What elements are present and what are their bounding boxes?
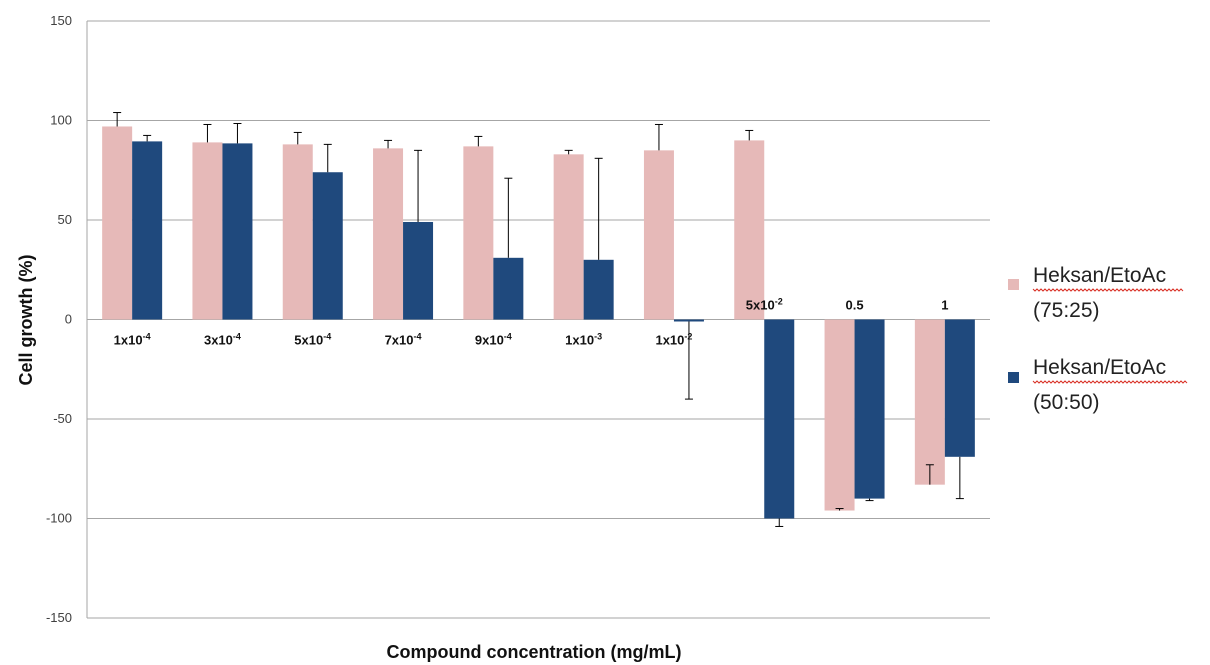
category-label: 7x10-4 (385, 332, 422, 348)
spellcheck-underline-1 (1032, 288, 1184, 292)
legend-label-series-1-line1: Heksan/EtoAc (1033, 264, 1166, 287)
bar-series-2 (312, 172, 343, 320)
category-label: 1x10-4 (114, 332, 151, 348)
bar-series-2 (493, 257, 524, 320)
category-labels: 1x10-4 3x10-4 5x10-4 7x10-4 9x10-4 1x10-3 1x10… (114, 297, 949, 348)
legend-label-series-2-line1: Heksan/EtoAc (1033, 356, 1166, 379)
bar-series-1 (553, 154, 584, 320)
category-label: 1x10-3 (565, 332, 602, 348)
bar-series-2 (132, 141, 163, 320)
bar-series-1 (373, 148, 404, 320)
category-label: 0.5 (846, 298, 864, 313)
y-axis-title: Cell growth (%) (16, 255, 36, 386)
bar-series-2 (583, 259, 614, 320)
bar-series-2 (944, 319, 975, 457)
y-axis-ticks: 150 100 50 0 -50 -100 -150 (46, 13, 72, 625)
category-label: 1x10-2 (655, 332, 692, 348)
bar-series-2 (403, 221, 434, 320)
category-label: 9x10-4 (475, 332, 512, 348)
y-tick-label: -100 (46, 511, 72, 526)
y-tick-label: 100 (50, 113, 72, 128)
y-tick-label: -50 (53, 411, 72, 426)
bar-series-2 (854, 319, 885, 499)
y-tick-label: -150 (46, 610, 72, 625)
y-tick-label: 150 (50, 13, 72, 28)
x-axis-title: Compound concentration (mg/mL) (387, 642, 682, 662)
bar-series-1 (824, 319, 855, 511)
bar-series-2 (673, 319, 704, 322)
category-label: 1 (941, 298, 948, 313)
bar-series-1 (282, 144, 313, 320)
legend-label-series-1-line2: (75:25) (1033, 299, 1100, 322)
bar-series-1 (192, 142, 223, 320)
legend-label-series-2-line2: (50:50) (1033, 391, 1100, 414)
bar-series-1 (914, 319, 945, 485)
legend-swatch-series-2 (1008, 372, 1019, 383)
y-tick-label: 0 (65, 312, 72, 327)
bar-series-1 (734, 140, 765, 320)
bar-series-1 (463, 146, 494, 320)
bar-series-1 (102, 126, 133, 320)
bar-series-1 (643, 150, 674, 320)
bar-series-2 (222, 143, 253, 320)
legend-swatch-series-1 (1008, 279, 1019, 290)
category-label: 5x10-2 (746, 297, 783, 313)
error-bars (113, 112, 964, 527)
category-label: 3x10-4 (204, 332, 241, 348)
category-label: 5x10-4 (294, 332, 331, 348)
bar-series-2 (764, 319, 795, 519)
legend: Heksan/EtoAc (75:25) Heksan/EtoAc (50:50… (1008, 264, 1188, 414)
y-tick-label: 50 (58, 212, 72, 227)
bars (102, 126, 975, 519)
spellcheck-underline-2 (1032, 380, 1188, 384)
